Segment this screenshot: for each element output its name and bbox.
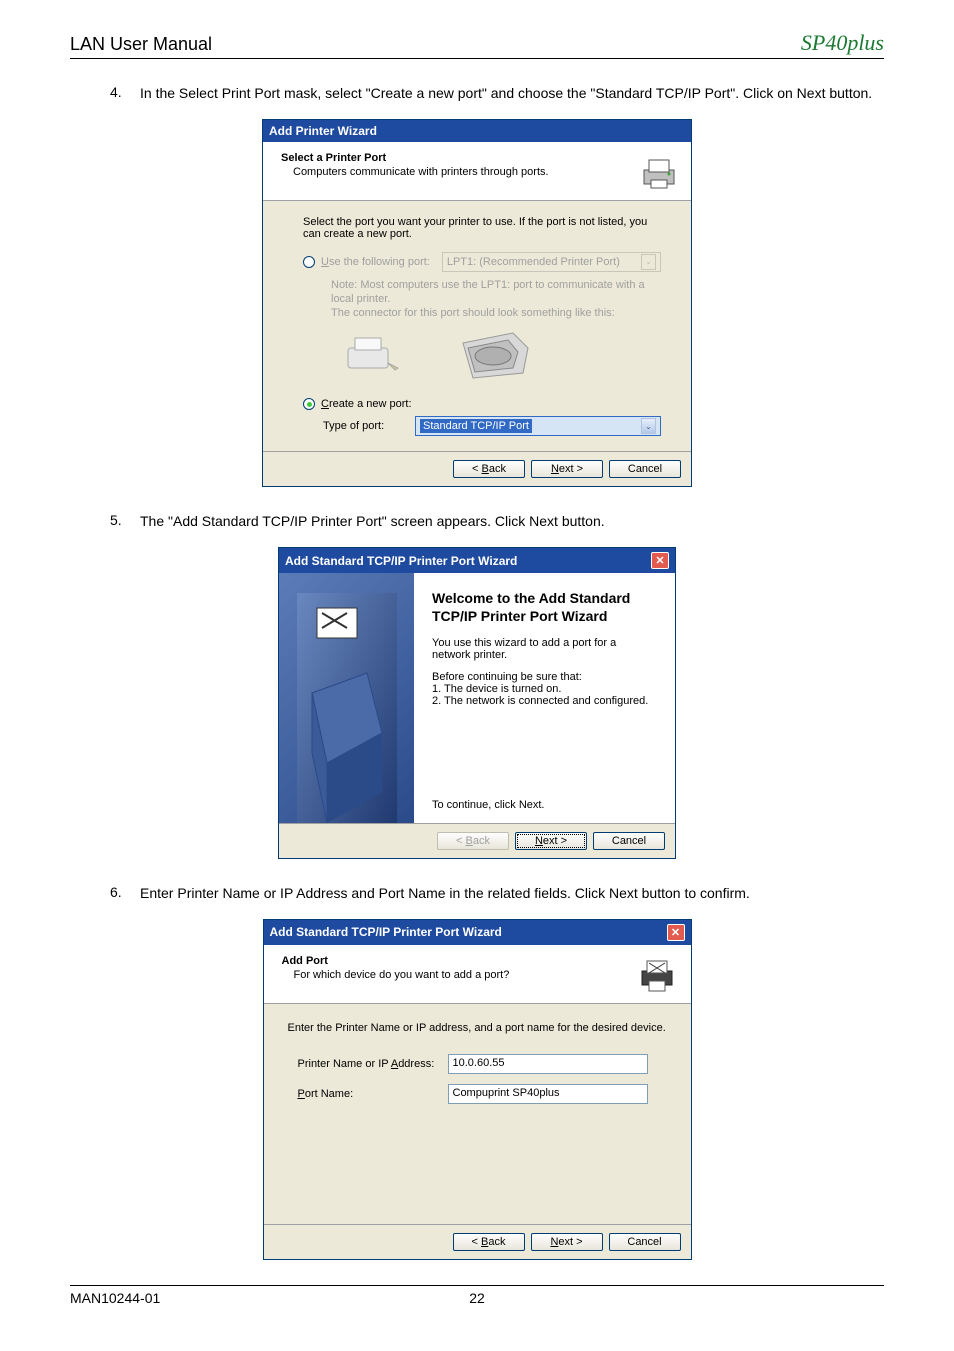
- dlg1-header-title: Select a Printer Port: [281, 152, 549, 164]
- header-title: LAN User Manual: [70, 34, 212, 55]
- dlg3-title: Add Standard TCP/IP Printer Port Wizard: [270, 925, 502, 939]
- step-5-num: 5.: [110, 512, 140, 532]
- page-footer: MAN10244-01 22: [70, 1285, 884, 1306]
- cancel-button[interactable]: Cancel: [609, 460, 681, 478]
- add-port-dialog: Add Standard TCP/IP Printer Port Wizard …: [263, 919, 692, 1260]
- dlg1-header: Select a Printer Port Computers communic…: [263, 142, 691, 201]
- step-4: 4. In the Select Print Port mask, select…: [70, 84, 884, 104]
- port-type-value: Standard TCP/IP Port: [420, 419, 532, 433]
- wizard-sidebar: [279, 573, 414, 823]
- create-port-label: Create a new port:: [321, 398, 412, 410]
- port-type-dropdown[interactable]: Standard TCP/IP Port ⌄: [415, 416, 661, 436]
- port-name-input[interactable]: Compuprint SP40plus: [448, 1084, 648, 1104]
- dlg2-title: Add Standard TCP/IP Printer Port Wizard: [285, 554, 517, 568]
- use-port-dropdown: LPT1: (Recommended Printer Port) ⌄: [442, 252, 661, 272]
- step-5-text: The "Add Standard TCP/IP Printer Port" s…: [140, 512, 884, 532]
- dlg1-titlebar: Add Printer Wizard: [263, 120, 691, 142]
- dlg3-intro: Enter the Printer Name or IP address, an…: [288, 1022, 667, 1034]
- dlg1-header-sub: Computers communicate with printers thro…: [281, 166, 549, 178]
- close-icon[interactable]: ✕: [651, 552, 669, 569]
- close-icon[interactable]: ✕: [667, 924, 685, 941]
- dlg3-header-title: Add Port: [282, 955, 510, 967]
- footer-page: 22: [469, 1290, 485, 1306]
- next-button[interactable]: Next >: [515, 832, 587, 850]
- type-of-port-label: Type of port:: [323, 420, 403, 432]
- step-6: 6. Enter Printer Name or IP Address and …: [70, 884, 884, 904]
- step-4-text: In the Select Print Port mask, select "C…: [140, 84, 884, 104]
- page-header: LAN User Manual SP40plus: [70, 30, 884, 59]
- dlg1-title: Add Printer Wizard: [269, 124, 377, 138]
- continue-text: To continue, click Next.: [432, 799, 657, 811]
- chevron-down-icon[interactable]: ⌄: [641, 418, 656, 434]
- printer-icon: [639, 955, 679, 995]
- cancel-button[interactable]: Cancel: [593, 832, 665, 850]
- tcpip-wizard-welcome-dialog: Add Standard TCP/IP Printer Port Wizard …: [278, 547, 676, 859]
- next-button[interactable]: Next >: [531, 1233, 603, 1251]
- footer-doc: MAN10244-01: [70, 1290, 160, 1306]
- use-port-label: Use the following port:: [321, 256, 430, 268]
- printer-address-input[interactable]: 10.0.60.55: [448, 1054, 648, 1074]
- use-port-value: LPT1: (Recommended Printer Port): [447, 256, 620, 268]
- back-button[interactable]: < Back: [453, 460, 525, 478]
- dlg3-header: Add Port For which device do you want to…: [264, 945, 691, 1004]
- next-button[interactable]: Next >: [531, 460, 603, 478]
- dlg1-intro: Select the port you want your printer to…: [303, 216, 661, 240]
- create-port-radio[interactable]: [303, 398, 315, 410]
- step-6-text: Enter Printer Name or IP Address and Por…: [140, 884, 884, 904]
- step-6-num: 6.: [110, 884, 140, 904]
- dlg2-titlebar: Add Standard TCP/IP Printer Port Wizard …: [279, 548, 675, 573]
- step-4-num: 4.: [110, 84, 140, 104]
- header-logo: SP40plus: [801, 30, 884, 56]
- dlg1-note: Note: Most computers use the LPT1: port …: [303, 278, 661, 321]
- cancel-button[interactable]: Cancel: [609, 1233, 681, 1251]
- dlg3-header-sub: For which device do you want to add a po…: [282, 969, 510, 981]
- use-port-radio[interactable]: [303, 256, 315, 268]
- back-button: < Back: [437, 832, 509, 850]
- back-button[interactable]: < Back: [453, 1233, 525, 1251]
- connector-images: [303, 328, 661, 383]
- welcome-line1: You use this wizard to add a port for a …: [432, 637, 657, 661]
- chevron-down-icon: ⌄: [641, 254, 656, 270]
- add-printer-wizard-dialog: Add Printer Wizard Select a Printer Port…: [262, 119, 692, 488]
- welcome-checklist: Before continuing be sure that: 1. The d…: [432, 671, 657, 707]
- step-5: 5. The "Add Standard TCP/IP Printer Port…: [70, 512, 884, 532]
- printer-icon: [639, 152, 679, 192]
- printer-address-label: Printer Name or IP Address:: [298, 1058, 448, 1070]
- welcome-title: Welcome to the Add Standard TCP/IP Print…: [432, 589, 657, 625]
- dlg3-titlebar: Add Standard TCP/IP Printer Port Wizard …: [264, 920, 691, 945]
- port-name-label: Port Name:: [298, 1088, 448, 1100]
